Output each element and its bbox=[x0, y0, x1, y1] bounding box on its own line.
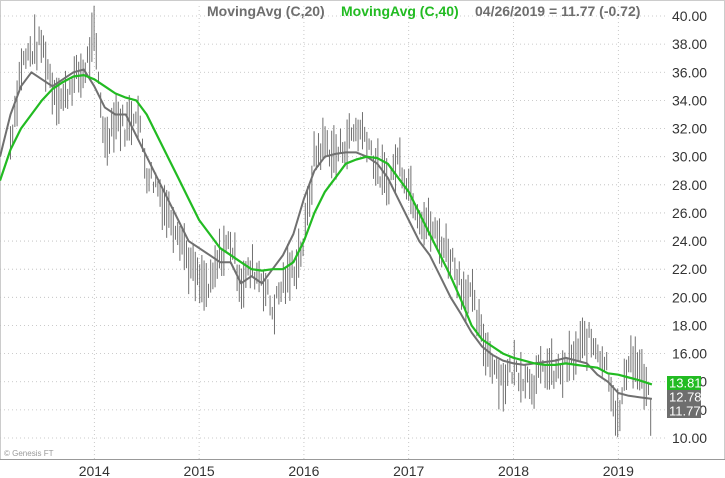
price-bars bbox=[9, 5, 652, 438]
y-tick-label: 30.00 bbox=[672, 149, 707, 165]
ma40-value-text: 13.81 bbox=[669, 376, 702, 391]
watermark: © Genesis FT bbox=[4, 449, 54, 458]
y-tick-label: 20.00 bbox=[672, 289, 707, 305]
y-tick-label: 22.00 bbox=[672, 261, 707, 277]
quote-label: 04/26/2019 = 11.77 (-0.72) bbox=[475, 3, 640, 19]
y-tick-label: 16.00 bbox=[672, 346, 707, 362]
price-value-tag bbox=[667, 404, 701, 418]
y-tick-label: 28.00 bbox=[672, 177, 707, 193]
y-tick-label: 34.00 bbox=[672, 92, 707, 108]
y-tick-label: 18.00 bbox=[672, 317, 707, 333]
y-tick-label: 36.00 bbox=[672, 64, 707, 80]
moving-average-lines bbox=[0, 68, 653, 400]
x-tick-label: 2019 bbox=[603, 463, 634, 478]
x-axis-labels: 2014 2015 2016 2017 2018 2019 bbox=[79, 463, 634, 478]
y-tick-label: 24.00 bbox=[672, 233, 707, 249]
ma40-value-tag bbox=[667, 376, 701, 390]
price-value-text: 11.77 bbox=[669, 404, 701, 419]
ma20-legend-label: MovingAvg (C,20) bbox=[207, 3, 325, 19]
y-tick-label: 10.00 bbox=[672, 430, 707, 446]
ma20-value-text: 12.78 bbox=[669, 390, 702, 405]
ma40-line bbox=[0, 73, 653, 386]
y-tick-label: 38.00 bbox=[672, 36, 707, 52]
x-tick-label: 2017 bbox=[393, 463, 424, 478]
x-tick-label: 2015 bbox=[184, 463, 215, 478]
x-tick-label: 2014 bbox=[79, 463, 110, 478]
x-tick-label: 2016 bbox=[288, 463, 319, 478]
y-tick-label: 32.00 bbox=[672, 121, 707, 137]
y-tick-label: 40.00 bbox=[672, 8, 707, 24]
ma20-value-tag bbox=[667, 390, 701, 404]
ma20-line bbox=[0, 68, 653, 400]
ma40-legend-label: MovingAvg (C,40) bbox=[341, 3, 459, 19]
y-tick-label: 26.00 bbox=[672, 205, 707, 221]
x-tick-label: 2018 bbox=[498, 463, 529, 478]
